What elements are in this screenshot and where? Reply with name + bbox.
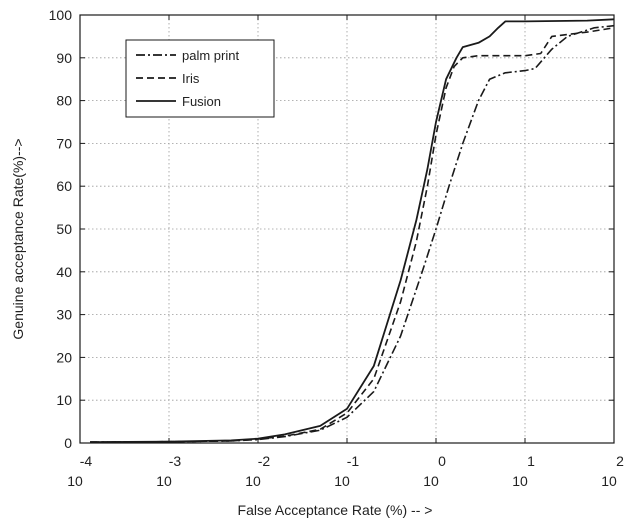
x-tick-labels: 10 -4 10 -3 10 -2 10 -1 10 0 10 1 10 2 bbox=[67, 453, 624, 489]
x-tick-label-exponent: -3 bbox=[169, 453, 182, 469]
x-tick-label-base: 10 bbox=[67, 473, 83, 489]
y-tick-label: 100 bbox=[49, 7, 73, 23]
grid-lines bbox=[80, 15, 614, 443]
y-tick-label: 30 bbox=[56, 307, 72, 323]
series-line-palm-print bbox=[90, 24, 615, 443]
legend-label-iris: Iris bbox=[182, 71, 200, 86]
x-tick-label-exponent: -4 bbox=[80, 453, 93, 469]
y-tick-labels: 0 10 20 30 40 50 60 70 80 90 100 bbox=[49, 7, 73, 451]
y-tick-label: 90 bbox=[56, 50, 72, 66]
x-tick-label-base: 10 bbox=[156, 473, 172, 489]
y-tick-label: 10 bbox=[56, 392, 72, 408]
y-tick-label: 20 bbox=[56, 349, 72, 365]
y-tick-label: 70 bbox=[56, 135, 72, 151]
y-tick-label: 40 bbox=[56, 264, 72, 280]
x-tick-label-exponent: -1 bbox=[347, 453, 360, 469]
legend-label-fusion: Fusion bbox=[182, 94, 221, 109]
x-tick-label-base: 10 bbox=[245, 473, 261, 489]
tick-marks bbox=[79, 14, 615, 444]
x-tick-label-base: 10 bbox=[334, 473, 350, 489]
x-tick-label-base: 10 bbox=[512, 473, 528, 489]
y-axis-label: Genuine acceptance Rate(%)--> bbox=[10, 138, 26, 339]
y-tick-label: 80 bbox=[56, 93, 72, 109]
y-tick-label: 50 bbox=[56, 221, 72, 237]
x-tick-label-exponent: 2 bbox=[616, 453, 624, 469]
series-line-fusion bbox=[90, 18, 615, 443]
series-layer bbox=[90, 18, 615, 443]
legend-label-palm-print: palm print bbox=[182, 48, 239, 63]
x-tick-label-base: 10 bbox=[423, 473, 439, 489]
y-tick-label: 0 bbox=[64, 435, 72, 451]
x-tick-label-exponent: 1 bbox=[527, 453, 535, 469]
y-tick-label: 60 bbox=[56, 178, 72, 194]
x-tick-label-exponent: -2 bbox=[258, 453, 271, 469]
x-tick-label-base: 10 bbox=[601, 473, 617, 489]
x-axis-label: False Acceptance Rate (%) -- > bbox=[238, 502, 433, 518]
x-tick-label-exponent: 0 bbox=[438, 453, 446, 469]
legend: palm print Iris Fusion bbox=[125, 39, 275, 118]
